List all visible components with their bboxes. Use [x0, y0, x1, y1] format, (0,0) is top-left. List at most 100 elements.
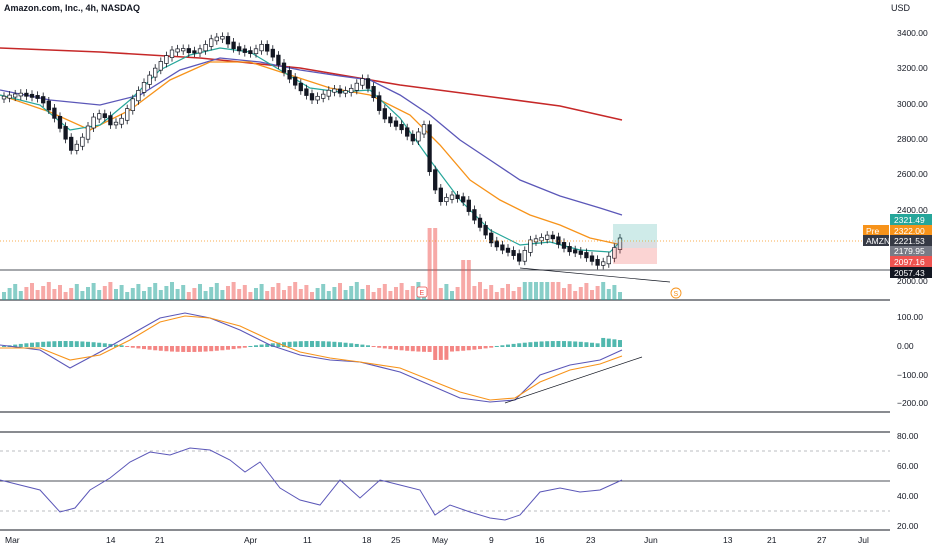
volume-bar: [220, 290, 225, 300]
candle-body: [360, 78, 365, 86]
macd-histogram-bar: [147, 346, 152, 350]
volume-bar: [394, 287, 398, 300]
candle-body: [472, 209, 477, 221]
macd-histogram-bar: [158, 346, 163, 351]
volume-bar: [86, 287, 90, 300]
candle-body: [18, 92, 23, 97]
volume-bar: [534, 282, 538, 300]
volume-bar: [612, 285, 617, 300]
macd-axis-tick-label: 0.00: [897, 341, 914, 351]
symbol-title: Amazon.com, Inc., 4h, NASDAQ: [4, 3, 141, 13]
macd-histogram-bar: [310, 341, 314, 347]
candle-body: [388, 116, 393, 124]
price-tag-value-bg: [890, 225, 932, 236]
macd-histogram-bar: [130, 346, 135, 348]
time-axis-label: 18: [362, 535, 372, 545]
candle-body: [164, 55, 169, 64]
macd-histogram-bar: [494, 345, 499, 347]
volume-bar: [343, 290, 348, 300]
candle-body: [197, 48, 203, 54]
macd-histogram-bar: [478, 346, 482, 350]
time-axis-label: 21: [155, 535, 165, 545]
candle-body: [494, 240, 499, 248]
candle-body: [533, 238, 539, 243]
volume-bar: [494, 292, 499, 300]
price-tag: AMZN 2221.53: [863, 235, 932, 246]
volume-bar: [226, 286, 230, 300]
candle-body: [349, 87, 354, 93]
volume-bar: [69, 288, 74, 300]
volume-bar: [130, 288, 135, 300]
volume-bar: [46, 282, 51, 300]
dividend-marker-letter: S: [674, 291, 679, 298]
volume-bar: [590, 290, 594, 300]
price-tag-value: 2221.53: [894, 236, 925, 246]
price-axis-tick-label: 2800.00: [897, 134, 928, 144]
candle-body: [522, 250, 527, 262]
candle-body: [511, 250, 516, 256]
price-tag: Pre 2322.00: [863, 225, 932, 236]
candle-body: [192, 50, 197, 54]
macd-line: [0, 312, 623, 403]
candle-body: [287, 70, 292, 80]
time-axis-label: 16: [535, 535, 545, 545]
ma-9-line: [0, 47, 623, 253]
macd-histogram-bar: [125, 346, 130, 348]
macd-histogram-bar: [270, 343, 275, 347]
volume-bar: [259, 284, 264, 300]
candle-body: [13, 93, 18, 98]
candle-body: [421, 124, 427, 135]
candle-body: [209, 38, 214, 47]
volume-bar: [326, 291, 331, 300]
candle-body: [461, 196, 466, 203]
candle-body: [113, 121, 119, 126]
volume-bar: [237, 289, 242, 300]
long-position-tool[interactable]: [0, 224, 890, 283]
candle-body: [517, 253, 522, 262]
volume-bar: [550, 282, 555, 300]
macd-histogram-bar: [500, 345, 505, 347]
macd-histogram-bar: [517, 343, 522, 347]
volume-bar: [338, 283, 342, 300]
price-tag-value: 2179.95: [894, 246, 925, 256]
price-axis-tick-label: 2000.00: [897, 276, 928, 286]
volume-bar: [41, 286, 46, 300]
candle-body: [410, 133, 415, 142]
candle-body: [7, 94, 12, 99]
time-axis-label: 21: [767, 535, 777, 545]
volume-bar: [567, 284, 572, 300]
volume-bar: [483, 289, 488, 300]
candle-body: [382, 108, 387, 120]
macd-histogram-bar: [24, 343, 29, 347]
price-tag-value: 2321.49: [894, 215, 925, 225]
candle-body: [365, 78, 371, 89]
macd-trendline: [504, 356, 643, 404]
volume-bar: [433, 228, 438, 300]
volume-bar: [517, 287, 522, 300]
volume-bar: [214, 283, 219, 300]
macd-histogram-bar: [472, 346, 477, 350]
volume-bar: [108, 282, 113, 300]
macd-histogram-bar: [298, 341, 303, 347]
macd-histogram-bar: [69, 341, 74, 347]
macd-histogram-bar: [58, 341, 62, 347]
macd-histogram-bar: [354, 343, 359, 347]
candle-body: [550, 234, 555, 240]
candle-body: [578, 250, 583, 255]
macd-histogram-bar: [97, 342, 102, 347]
macd-histogram-bar: [422, 346, 426, 352]
macd-histogram-bar: [388, 346, 393, 350]
price-axis-tick-label: 3400.00: [897, 28, 928, 38]
macd-histogram-bar: [164, 346, 169, 352]
macd-histogram-bar: [91, 342, 96, 347]
volume-bar: [298, 289, 303, 300]
time-axis-label: 9: [489, 535, 494, 545]
entry-zone: [613, 242, 657, 248]
price-tag-value-bg: [890, 267, 932, 278]
candle-body: [231, 41, 236, 49]
volume-bar: [254, 288, 258, 300]
volume-bar: [573, 291, 578, 300]
macd-histogram-bar: [259, 344, 264, 347]
macd-histogram-bar: [209, 346, 214, 352]
